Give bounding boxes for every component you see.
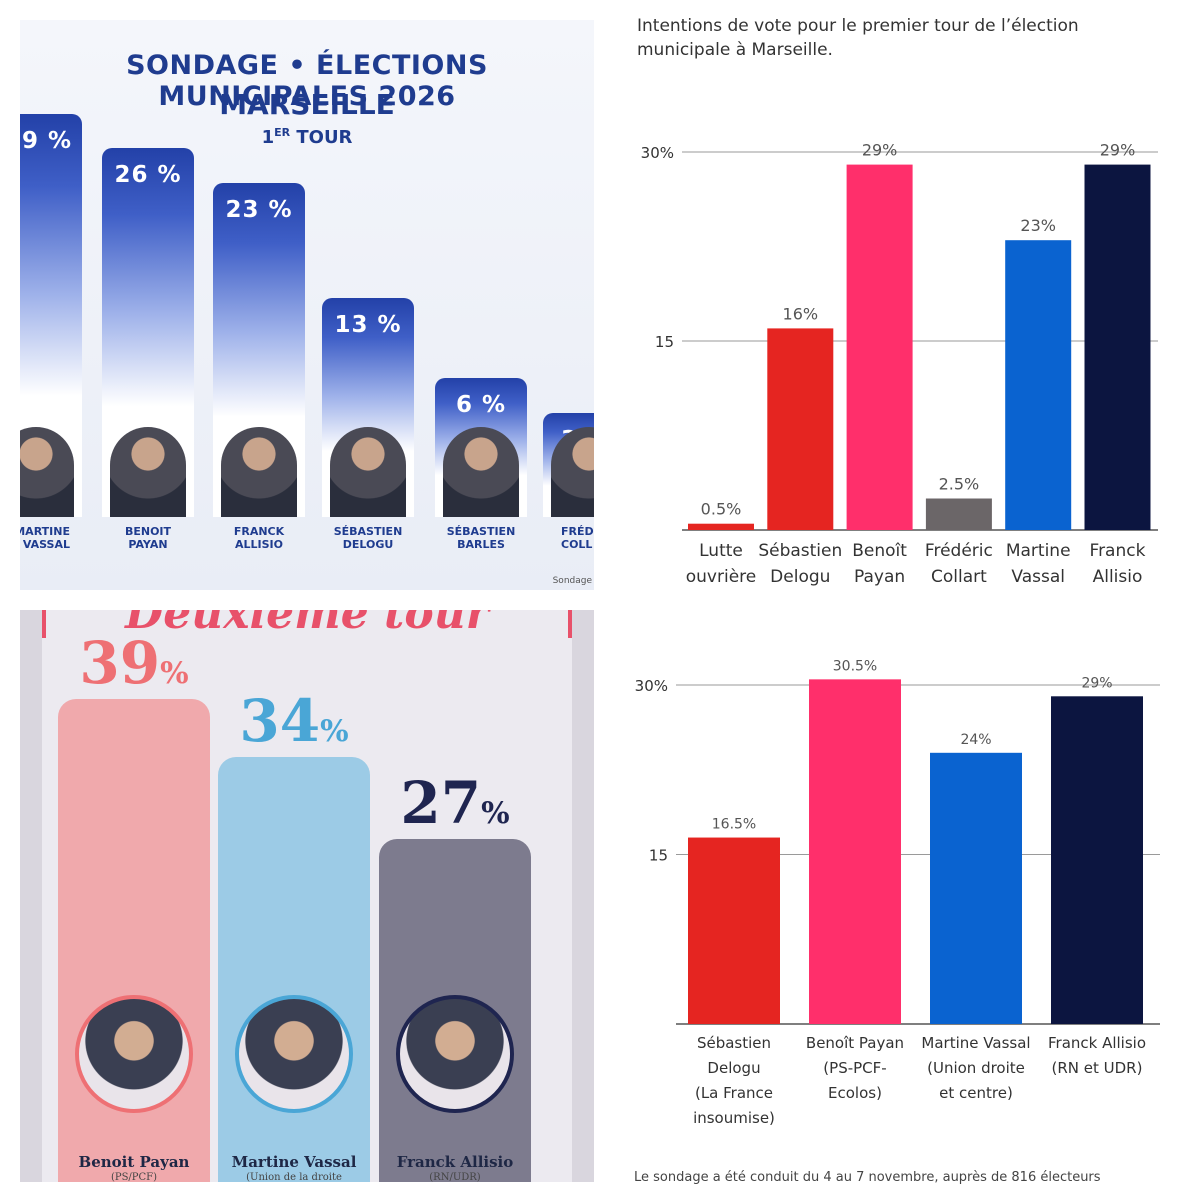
poll-bar-value: 6 %	[455, 392, 507, 418]
chart-title: Intentions de vote pour le premier tour …	[637, 16, 1079, 60]
category-label: Ecolos)	[828, 1084, 882, 1102]
category-label: Vassal	[1011, 567, 1065, 587]
poll-bar: 13 %	[322, 297, 414, 517]
bar	[767, 328, 834, 530]
candidate-portrait	[396, 995, 514, 1113]
bar-value-label: 30.5%	[833, 658, 877, 674]
category-label: (RN et UDR)	[1052, 1059, 1143, 1077]
bar	[1051, 696, 1143, 1024]
heading-accent-right	[568, 610, 572, 638]
poll-candidate-name: FRÉDÉRICCOLL	[561, 525, 594, 551]
second-round-poll-graphic: Deuxième tour 39% Benoit Payan (PS/PCF) 34%…	[20, 610, 594, 1182]
category-label: Delogu	[770, 567, 830, 587]
poll-bar: 6 %	[435, 378, 527, 517]
poll-candidate-name: SÉBASTIEN DELOGU	[333, 525, 403, 551]
category-label: insoumise)	[693, 1109, 775, 1127]
category-label: Sébastien	[758, 541, 842, 561]
second-round-value: 34%	[239, 687, 349, 756]
poll-bar-value: 26 %	[114, 162, 182, 188]
category-label: Martine	[1006, 541, 1071, 561]
bar-value-label: 29%	[1100, 141, 1136, 160]
category-label: Franck	[1090, 541, 1146, 561]
bar	[846, 164, 913, 530]
bar	[688, 523, 754, 530]
bar-value-label: 23%	[1020, 216, 1056, 235]
poll-bar: 9 %	[20, 113, 82, 517]
category-label: (La France	[695, 1084, 773, 1102]
candidate-photo	[551, 427, 594, 517]
left-border	[20, 610, 42, 1182]
poll-bar-value: 13 %	[334, 311, 402, 338]
candidate-photo	[330, 427, 406, 517]
bar-value-label: 29%	[862, 141, 898, 160]
heading-accent-left	[42, 610, 46, 638]
category-label: ouvrière	[686, 567, 756, 587]
bar	[809, 679, 901, 1024]
bar	[1084, 164, 1151, 530]
poll-bar: 3	[543, 412, 594, 517]
second-round-bar	[218, 757, 370, 1182]
poll-candidate-name: SÉBASTIEN BARLES	[446, 525, 516, 551]
category-label: Delogu	[707, 1059, 760, 1077]
bar-value-label: 0.5%	[701, 500, 742, 519]
category-label: (Union droite	[927, 1059, 1025, 1077]
category-label: Lutte	[699, 541, 743, 561]
category-label: et centre)	[939, 1084, 1013, 1102]
poll-title: SONDAGE • ÉLECTIONS MUNICIPALES 2026	[126, 50, 488, 112]
first-round-poll-graphic: SONDAGE • ÉLECTIONS MUNICIPALES 2026 MAR…	[20, 20, 594, 590]
second-round-heading: Deuxième tour	[125, 610, 489, 639]
y-tick-label: 30%	[641, 144, 674, 162]
bar	[688, 837, 780, 1024]
category-label: Benoît Payan	[806, 1034, 904, 1052]
category-label: Martine Vassal	[921, 1034, 1030, 1052]
bar-value-label: 16%	[783, 304, 819, 323]
poll-candidate-name: BENOIT PAYAN	[124, 525, 172, 551]
poll-city: MARSEILLE	[219, 88, 395, 121]
category-label: Allisio	[1093, 567, 1143, 587]
category-label: Franck Allisio	[1048, 1034, 1146, 1052]
poll-bar-value: 23 %	[225, 196, 293, 223]
category-label: Collart	[931, 567, 987, 587]
poll-bar-value: 9 %	[21, 127, 72, 154]
category-label: Frédéric	[925, 541, 993, 561]
poll-round: 1ER TOUR	[261, 126, 353, 148]
poll-bar: 23 %	[213, 182, 305, 517]
category-label: Sébastien	[697, 1034, 771, 1052]
y-tick-label: 30%	[635, 677, 668, 695]
candidate-photo	[110, 427, 186, 517]
category-label: Payan	[854, 567, 905, 587]
second-round-value: 27%	[400, 769, 510, 838]
category-label: (PS-PCF-	[823, 1059, 886, 1077]
bar	[930, 752, 1022, 1024]
second-round-candidate-name: Martine Vassal (Union de la droite	[231, 1153, 357, 1182]
bar	[925, 498, 992, 530]
candidate-photo	[20, 427, 74, 517]
bar-value-label: 2.5%	[939, 475, 980, 494]
bar	[1005, 240, 1072, 530]
footnote: Le sondage a été conduit du 4 au 7 novem…	[634, 1170, 1101, 1185]
candidate-portrait	[235, 995, 353, 1113]
second-round-value: 39%	[79, 628, 189, 697]
candidate-portrait	[75, 995, 193, 1113]
poll-source: Sondage	[552, 576, 592, 586]
second-round-candidate-name: Franck Allisio (RN/UDR)	[396, 1153, 514, 1182]
bar-value-label: 16.5%	[712, 817, 756, 833]
bar-value-label: 24%	[960, 732, 991, 748]
poll-bar: 26 %	[102, 148, 194, 517]
second-round-candidate-name: Benoit Payan (PS/PCF)	[78, 1153, 190, 1182]
poll-candidate-name: FRANCK ALLISIO	[233, 525, 285, 551]
y-tick-label: 15	[655, 333, 674, 351]
right-border	[572, 610, 594, 1182]
candidate-photo	[221, 427, 297, 517]
candidate-photo	[443, 427, 519, 517]
category-label: Benoît	[852, 541, 907, 561]
poll-candidate-name: MARTINEVASSAL	[20, 525, 70, 551]
y-tick-label: 15	[649, 847, 668, 865]
bar-value-label: 29%	[1081, 675, 1112, 691]
